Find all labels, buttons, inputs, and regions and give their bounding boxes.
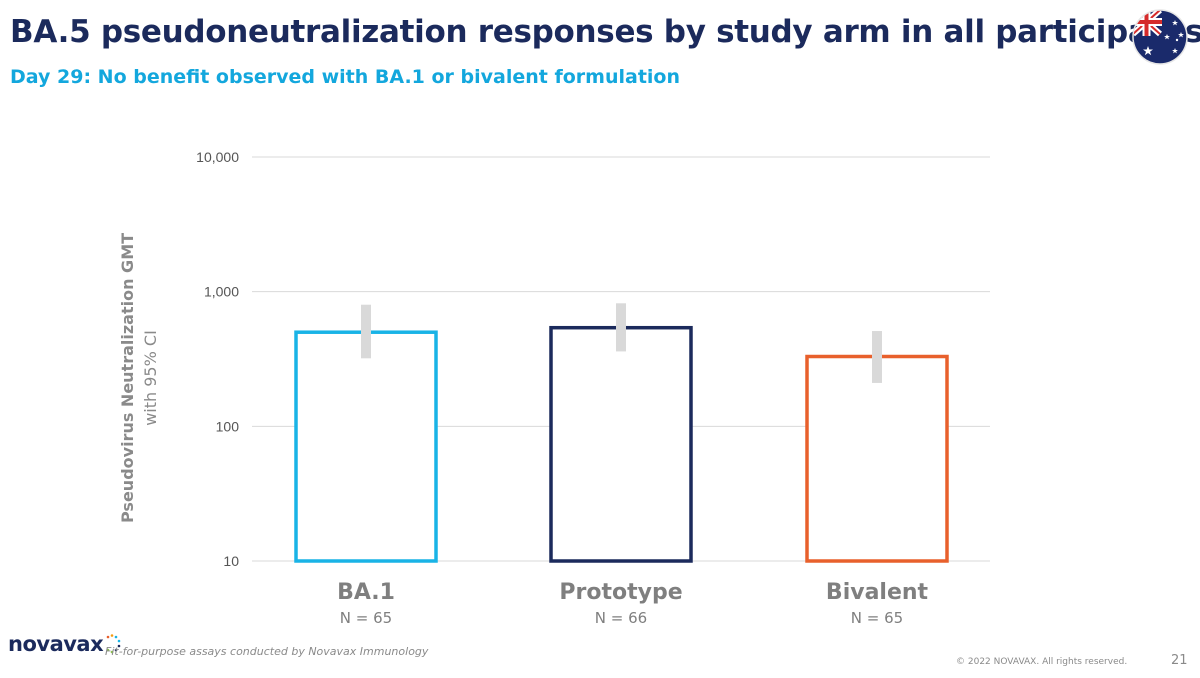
- error-bar: [872, 331, 882, 383]
- chart-bars: [294, 325, 949, 563]
- category-label: BA.1: [337, 580, 395, 605]
- bar: [294, 330, 438, 563]
- y-tick-label: 10,000: [196, 149, 239, 165]
- y-tick-label: 10: [223, 553, 239, 569]
- australia-flag-icon: [1132, 9, 1188, 65]
- n-label: N = 65: [340, 609, 392, 627]
- y-axis-ticks: 10 100 1,000 10,000: [196, 149, 239, 569]
- n-label: N = 65: [851, 609, 903, 627]
- copyright: © 2022 NOVAVAX. All rights reserved.: [956, 657, 1128, 667]
- slide-title: BA.5 pseudoneutralization responses by s…: [10, 14, 1200, 50]
- y-axis-sublabel: with 95% CI: [141, 330, 160, 426]
- logo-text: novavax: [8, 632, 104, 656]
- page-number: 21: [1171, 653, 1188, 668]
- y-tick-label: 100: [216, 418, 240, 434]
- category-label: Bivalent: [826, 580, 929, 605]
- footnote: Fit-for-purpose assays conducted by Nova…: [105, 645, 429, 658]
- x-axis-labels: BA.1 N = 65 Prototype N = 66 Bivalent N = 65: [337, 580, 928, 627]
- slide-subtitle: Day 29: No benefit observed with BA.1 or…: [10, 66, 681, 88]
- category-label: Prototype: [559, 580, 682, 605]
- y-tick-label: 1,000: [204, 284, 239, 300]
- n-label: N = 66: [595, 609, 647, 627]
- bar: [549, 325, 693, 563]
- chart-error-bars: [361, 303, 882, 383]
- y-axis-label: Pseudovirus Neutralization GMT: [118, 233, 137, 523]
- error-bar: [361, 304, 371, 359]
- error-bar: [616, 303, 626, 352]
- novavax-logo: novavax: [8, 632, 122, 656]
- bar: [805, 354, 949, 563]
- logo-dots-icon: [106, 634, 121, 654]
